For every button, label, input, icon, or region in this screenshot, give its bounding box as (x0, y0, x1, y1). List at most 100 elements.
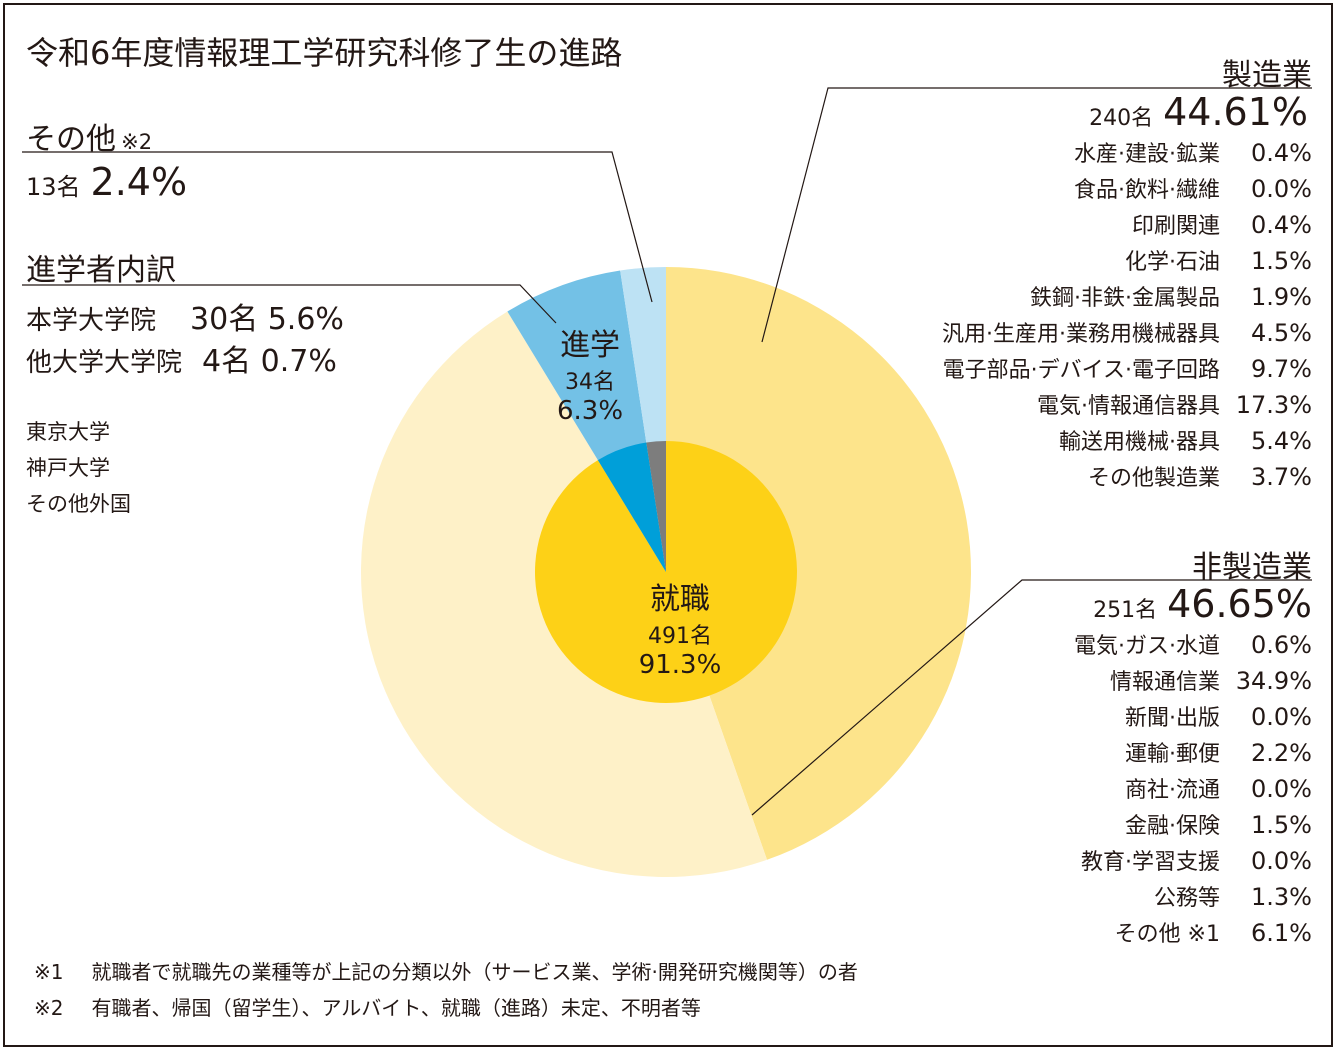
school-item: その他外国 (26, 492, 131, 516)
leader-line-other (22, 151, 653, 303)
school-item: 東京大学 (26, 420, 110, 444)
inner-slice-3 (646, 441, 666, 572)
study-center-name: 進学 (560, 328, 620, 363)
manufacturing-list: 水産·建設·鉱業 0.4% 食品·飲料·繊維 0.0% 印刷関連 0.4% 化学·石油… (672, 136, 1312, 496)
industry-name: その他製造業 (1087, 466, 1220, 491)
inner-slice-2 (597, 442, 666, 572)
non-manufacturing-pct: 46.65% (1167, 582, 1312, 626)
non-manufacturing-values: 251名 46.65% (1093, 582, 1312, 626)
footnote-text: 就職者で就職先の業種等が上記の分類以外（サービス業、学術·開発研究機関等）の者 (91, 960, 858, 984)
industry-name: 情報通信業 (1109, 670, 1220, 695)
list-item: 電気·ガス·水道 0.6% (672, 628, 1312, 664)
footnote-2: ※2 有職者、帰国（留学生）、アルバイト、就職（進路）未定、不明者等 (34, 992, 701, 1021)
footnote-1: ※1 就職者で就職先の業種等が上記の分類以外（サービス業、学術·開発研究機関等）の… (34, 956, 858, 985)
industry-name: 教育·学習支援 (1081, 850, 1220, 875)
leader-line-non-manufacturing (751, 579, 1312, 816)
industry-name: 運輸·郵便 (1125, 742, 1220, 767)
study-row-value: 30名 5.6% (190, 302, 344, 337)
industry-pct: 9.7% (1251, 355, 1312, 383)
industry-pct: 0.4% (1251, 211, 1312, 239)
industry-name: 輸送用機械·器具 (1059, 430, 1220, 455)
study-row-value: 4名 0.7% (202, 344, 337, 379)
list-item: 運輸·郵便 2.2% (672, 736, 1312, 772)
non-manufacturing-list: 電気·ガス·水道 0.6% 情報通信業 34.9% 新聞·出版 0.0% 運輸·郵便 2… (672, 628, 1312, 952)
leader-line-manufacturing (761, 87, 1312, 343)
employ-center-label: 就職 491名 91.3% (620, 574, 740, 680)
list-item: 教育·学習支援 0.0% (672, 844, 1312, 880)
study-center-count: 34名 (565, 370, 615, 395)
manufacturing-values: 240名 44.61% (1089, 90, 1308, 134)
manufacturing-heading: 製造業 (1222, 58, 1312, 93)
study-row-own: 本学大学院 30名 5.6% (26, 294, 344, 338)
industry-pct: 0.4% (1251, 139, 1312, 167)
footnote-mark: ※2 (34, 996, 64, 1020)
list-item: 金融·保険 1.5% (672, 808, 1312, 844)
industry-pct: 0.6% (1251, 631, 1312, 659)
industry-pct: 0.0% (1251, 703, 1312, 731)
list-item: 水産·建設·鉱業 0.4% (672, 136, 1312, 172)
list-item: 鉄鋼·非鉄·金属製品 1.9% (672, 280, 1312, 316)
employ-center-name: 就職 (650, 582, 710, 617)
industry-pct: 1.3% (1251, 883, 1312, 911)
industry-pct: 0.0% (1251, 175, 1312, 203)
list-item: 商社·流通 0.0% (672, 772, 1312, 808)
other-values: 13名 2.4% (26, 160, 187, 204)
industry-pct: 0.0% (1251, 775, 1312, 803)
inner-pie (534, 441, 797, 703)
list-item: 汎用·生産用·業務用機械器具 4.5% (672, 316, 1312, 352)
study-center-label: 進学 34名 6.3% (548, 320, 632, 426)
industry-name: 汎用·生産用·業務用機械器具 (942, 322, 1220, 347)
study-row-other: 他大学大学院 4名 0.7% (26, 336, 337, 380)
industry-name: 電気·ガス·水道 (1074, 634, 1220, 659)
manufacturing-pct: 44.61% (1163, 90, 1308, 134)
non-manufacturing-heading: 非製造業 (1192, 550, 1312, 585)
other-label: その他 (26, 122, 116, 157)
other-count: 13名 (26, 173, 81, 201)
industry-name: 新聞·出版 (1125, 706, 1220, 731)
study-row-name: 他大学大学院 (26, 348, 183, 378)
chart-title: 令和6年度情報理工学研究科修了生の進路 (26, 34, 623, 72)
list-item: 食品·飲料·繊維 0.0% (672, 172, 1312, 208)
other-note-mark: ※2 (121, 130, 153, 154)
list-item: その他 ※1 6.1% (672, 916, 1312, 952)
list-item: 公務等 1.3% (672, 880, 1312, 916)
employ-center-count: 491名 (648, 624, 712, 649)
leader-lines (22, 87, 1312, 816)
study-center-pct: 6.3% (556, 396, 624, 426)
industry-name: 電気·情報通信器具 (1037, 394, 1220, 419)
footnote-text: 有職者、帰国（留学生）、アルバイト、就職（進路）未定、不明者等 (91, 996, 701, 1020)
industry-name: 食品·飲料·繊維 (1074, 178, 1220, 203)
industry-name: 金融·保険 (1125, 814, 1220, 839)
list-item: 化学·石油 1.5% (672, 244, 1312, 280)
list-item: 輸送用機械·器具 5.4% (672, 424, 1312, 460)
other-heading: その他 ※2 (26, 114, 152, 158)
list-item: 新聞·出版 0.0% (672, 700, 1312, 736)
non-manufacturing-count: 251名 (1093, 598, 1158, 623)
industry-name: 水産·建設·鉱業 (1074, 142, 1220, 167)
industry-name: その他 ※1 (1114, 922, 1220, 947)
industry-pct: 34.9% (1235, 667, 1312, 695)
school-item: 神戸大学 (26, 456, 110, 480)
chart-frame (3, 3, 1333, 1047)
footnote-mark: ※1 (34, 960, 64, 984)
industry-pct: 2.2% (1251, 739, 1312, 767)
manufacturing-count: 240名 (1089, 106, 1154, 131)
industry-name: 公務等 (1153, 886, 1220, 911)
list-item: 電気·情報通信器具 17.3% (672, 388, 1312, 424)
industry-pct: 1.5% (1251, 247, 1312, 275)
employ-center-pct: 91.3% (638, 650, 722, 680)
industry-pct: 0.0% (1251, 847, 1312, 875)
other-pct: 2.4% (90, 160, 188, 204)
list-item: その他製造業 3.7% (672, 460, 1312, 496)
industry-name: 電子部品·デバイス·電子回路 (942, 358, 1220, 383)
industry-pct: 5.4% (1251, 427, 1312, 455)
industry-pct: 4.5% (1251, 319, 1312, 347)
list-item: 電子部品·デバイス·電子回路 9.7% (672, 352, 1312, 388)
industry-name: 印刷関連 (1131, 214, 1220, 239)
industry-pct: 1.5% (1251, 811, 1312, 839)
list-item: 情報通信業 34.9% (672, 664, 1312, 700)
industry-pct: 17.3% (1235, 391, 1312, 419)
study-row-name: 本学大学院 (26, 306, 157, 336)
industry-pct: 3.7% (1251, 463, 1312, 491)
